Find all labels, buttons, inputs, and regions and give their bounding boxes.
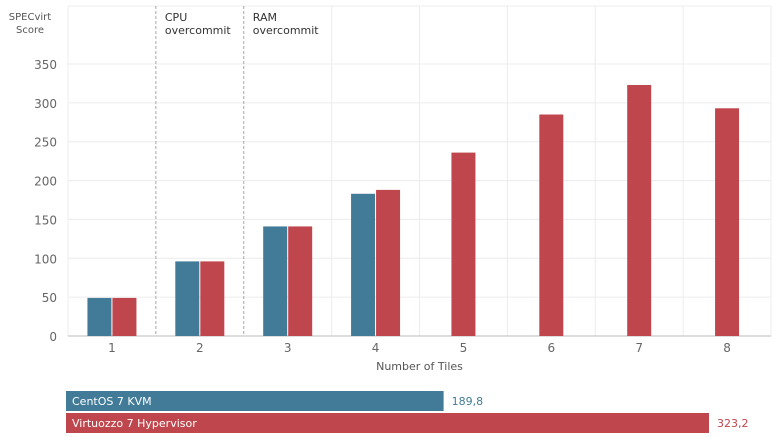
y-tick-label: 300 (34, 97, 57, 111)
y-tick-label: 0 (49, 330, 57, 344)
x-tick-label: 4 (372, 341, 380, 355)
x-axis-title: Number of Tiles (376, 360, 463, 373)
bar-virtuozzo-tile-8 (715, 108, 740, 336)
bar-virtuozzo-tile-1 (112, 297, 137, 336)
bar-virtuozzo-tile-2 (200, 261, 225, 336)
y-axis-title: SPECvirt Score (9, 12, 51, 36)
summary-bar-label: Virtuozzo 7 Hypervisor (72, 417, 197, 430)
summary-bar-virtuozzo (66, 413, 709, 433)
bar-virtuozzo-tile-3 (288, 226, 313, 336)
annotation-label: RAM overcommit (253, 11, 320, 37)
y-tick-label: 50 (42, 291, 57, 305)
summary-bar-value: 323,2 (717, 417, 749, 430)
bar-centos-tile-4 (351, 193, 376, 336)
y-tick-label: 150 (34, 213, 57, 227)
bar-virtuozzo-tile-6 (539, 114, 564, 336)
bar-virtuozzo-tile-5 (451, 152, 476, 336)
bar-virtuozzo-tile-4 (376, 189, 401, 336)
y-tick-label: 250 (34, 136, 57, 150)
annotation-label: CPU overcommit (165, 11, 232, 37)
bar-centos-tile-3 (263, 226, 288, 336)
x-tick-label: 8 (723, 341, 731, 355)
y-tick-label: 100 (34, 252, 57, 266)
x-tick-label: 1 (108, 341, 116, 355)
summary-bar-centos (66, 391, 444, 411)
x-tick-label: 5 (460, 341, 468, 355)
bar-centos-tile-2 (175, 261, 200, 336)
x-tick-label: 3 (284, 341, 292, 355)
y-tick-label: 350 (34, 58, 57, 72)
bar-centos-tile-1 (87, 297, 112, 336)
y-tick-label: 200 (34, 175, 57, 189)
x-tick-label: 7 (635, 341, 643, 355)
x-tick-label: 6 (547, 341, 555, 355)
x-tick-label: 2 (196, 341, 204, 355)
bar-virtuozzo-tile-7 (627, 84, 652, 337)
summary-bar-label: CentOS 7 KVM (72, 395, 152, 408)
summary-bar-value: 189,8 (452, 395, 484, 408)
